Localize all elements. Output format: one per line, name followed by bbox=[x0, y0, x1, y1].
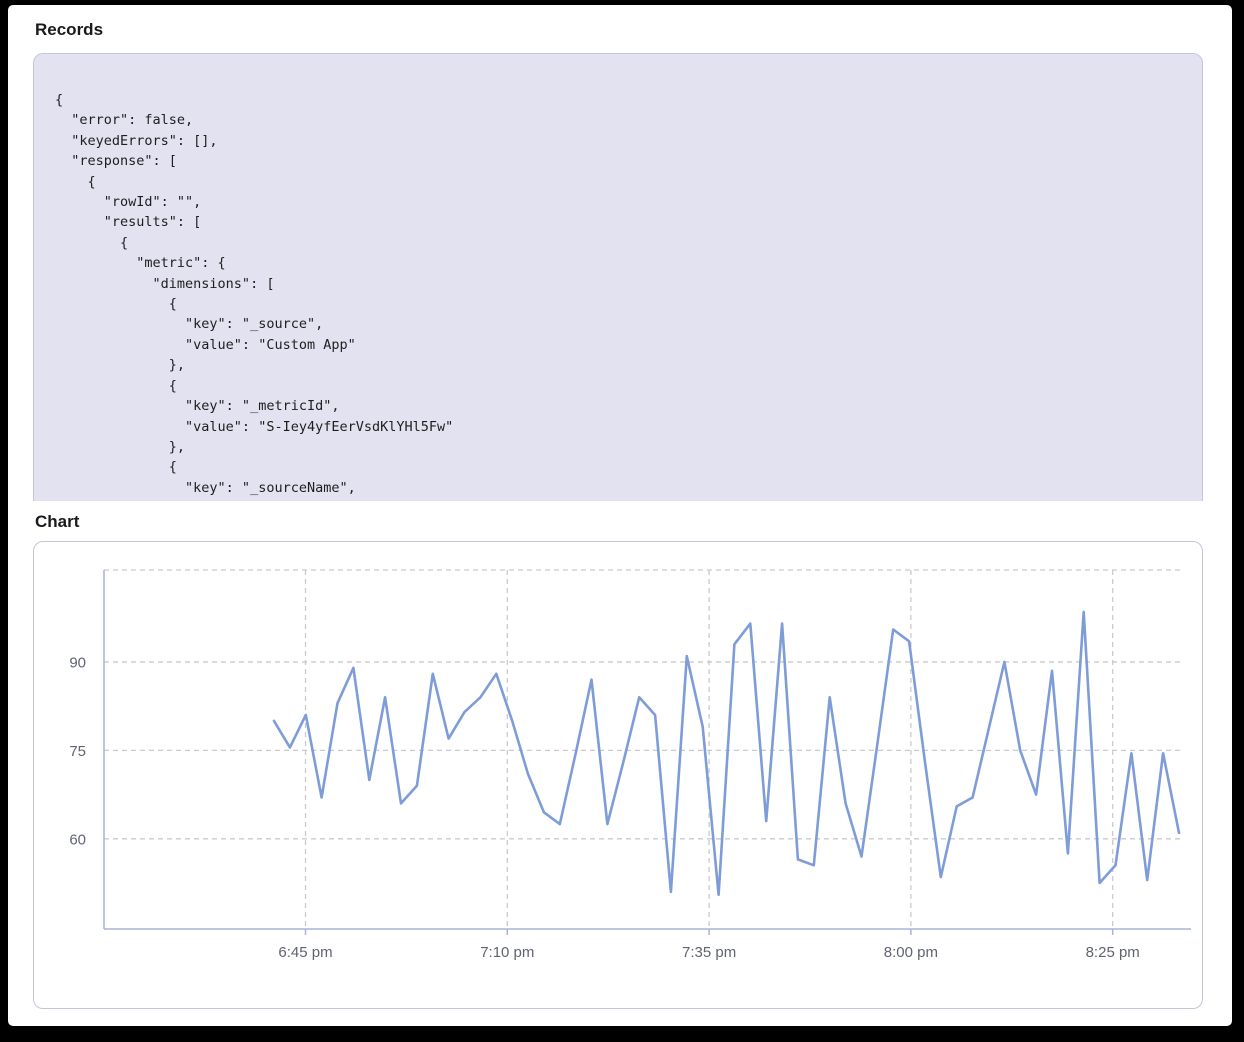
x-axis-label: 7:35 pm bbox=[682, 944, 736, 961]
records-json-panel[interactable]: { "error": false, "keyedErrors": [], "re… bbox=[33, 53, 1203, 501]
chart-card: 60 75 90 6:45 pm 7:10 pm 7:35 pm 8:00 pm 8:25 p… bbox=[33, 541, 1203, 1009]
chart-heading: Chart bbox=[35, 512, 80, 531]
y-axis-label: 90 bbox=[69, 654, 86, 671]
x-axis-label: 6:45 pm bbox=[278, 944, 332, 961]
y-axis-label: 75 bbox=[69, 743, 86, 760]
metric-line-series bbox=[272, 610, 1181, 897]
records-heading: Records bbox=[35, 20, 104, 39]
x-axis-label: 7:10 pm bbox=[480, 944, 534, 961]
page: Records { "error": false, "keyedErrors":… bbox=[8, 5, 1232, 1026]
y-axis-label: 60 bbox=[69, 831, 86, 848]
records-json-code: { "error": false, "keyedErrors": [], "re… bbox=[55, 92, 454, 496]
x-axis-label: 8:25 pm bbox=[1086, 944, 1140, 961]
chart-plot[interactable]: 60 75 90 6:45 pm 7:10 pm 7:35 pm 8:00 pm 8:25 p… bbox=[34, 542, 1202, 1008]
x-axis-label: 8:00 pm bbox=[884, 944, 938, 961]
